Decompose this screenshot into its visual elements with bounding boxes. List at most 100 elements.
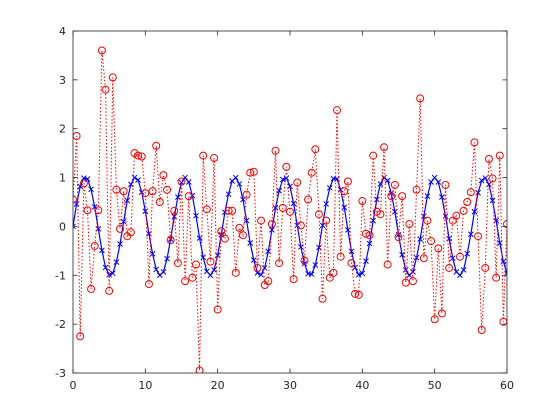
data-point (235, 223, 244, 232)
data-point (380, 143, 389, 152)
data-point (412, 185, 421, 194)
data-point (489, 197, 496, 204)
data-point (300, 256, 309, 265)
data-point (253, 263, 262, 272)
data-point (408, 277, 417, 286)
data-point (126, 228, 135, 237)
data-point (155, 198, 164, 206)
data-point (232, 174, 239, 181)
data-point (109, 270, 116, 277)
data-point (173, 259, 182, 268)
data-point (171, 213, 178, 220)
data-point (148, 187, 157, 196)
data-point (354, 290, 363, 299)
data-point (117, 241, 123, 247)
data-point (482, 175, 489, 181)
data-point (116, 224, 125, 233)
data-point (137, 152, 146, 161)
series-1 (73, 46, 507, 373)
data-point (500, 258, 507, 265)
data-point (210, 154, 219, 163)
data-point (488, 174, 497, 183)
data-point (361, 229, 370, 238)
data-point (336, 252, 345, 261)
data-point (471, 208, 478, 215)
data-point (90, 241, 99, 250)
data-point (464, 250, 471, 257)
data-point (144, 280, 153, 289)
data-point (282, 162, 291, 171)
y-tick-label: -2 (55, 318, 66, 331)
data-point (94, 206, 103, 215)
data-point (250, 257, 257, 263)
data-point (394, 233, 403, 242)
data-point (77, 183, 84, 190)
data-point (308, 271, 315, 278)
data-point (188, 273, 197, 282)
data-point (329, 268, 338, 277)
data-point (348, 248, 355, 255)
data-point (373, 196, 380, 203)
data-point (340, 187, 349, 196)
data-point (481, 263, 490, 272)
data-point (269, 226, 275, 233)
data-point (384, 177, 391, 184)
data-point (88, 186, 94, 193)
data-point (333, 106, 342, 115)
data-point (264, 277, 273, 286)
data-point (283, 175, 290, 181)
data-point (290, 200, 297, 207)
data-point (112, 185, 121, 194)
data-point (366, 240, 373, 247)
data-point (445, 263, 454, 272)
data-point (73, 195, 77, 204)
data-point (370, 217, 377, 224)
data-point (369, 151, 378, 160)
data-point (296, 221, 305, 230)
y-tick-label: -1 (55, 269, 66, 282)
data-point (195, 366, 204, 373)
data-point (258, 271, 264, 278)
data-point (278, 203, 287, 212)
y-tick-label: 3 (59, 74, 66, 87)
data-point (152, 141, 161, 150)
data-point (163, 185, 172, 194)
data-point (102, 264, 109, 271)
data-point (220, 234, 229, 243)
data-point (164, 255, 170, 262)
data-point (185, 179, 192, 185)
data-point (399, 251, 405, 258)
data-point (191, 260, 200, 269)
data-point (247, 240, 254, 246)
data-point (417, 236, 424, 242)
data-point (377, 181, 384, 187)
data-point (423, 216, 432, 225)
data-point (242, 190, 251, 199)
data-point (286, 207, 294, 216)
data-point (470, 138, 479, 147)
data-point (213, 305, 222, 314)
data-point (363, 258, 369, 264)
data-point (405, 219, 414, 228)
data-point (76, 332, 85, 341)
data-point (431, 174, 438, 181)
data-point (276, 187, 283, 194)
data-point (424, 193, 431, 199)
data-point (202, 205, 211, 214)
data-point (439, 194, 445, 200)
data-point (79, 179, 88, 188)
data-point (199, 151, 208, 160)
y-tick-label: 0 (59, 220, 66, 233)
data-point (249, 167, 258, 176)
data-point (99, 247, 105, 254)
data-point (83, 206, 92, 215)
data-point (289, 275, 298, 284)
data-point (101, 85, 110, 94)
data-point (460, 267, 467, 273)
data-point (182, 174, 188, 181)
data-point (135, 177, 141, 183)
data-point (160, 269, 167, 275)
data-point (474, 232, 483, 241)
data-point (477, 326, 486, 335)
